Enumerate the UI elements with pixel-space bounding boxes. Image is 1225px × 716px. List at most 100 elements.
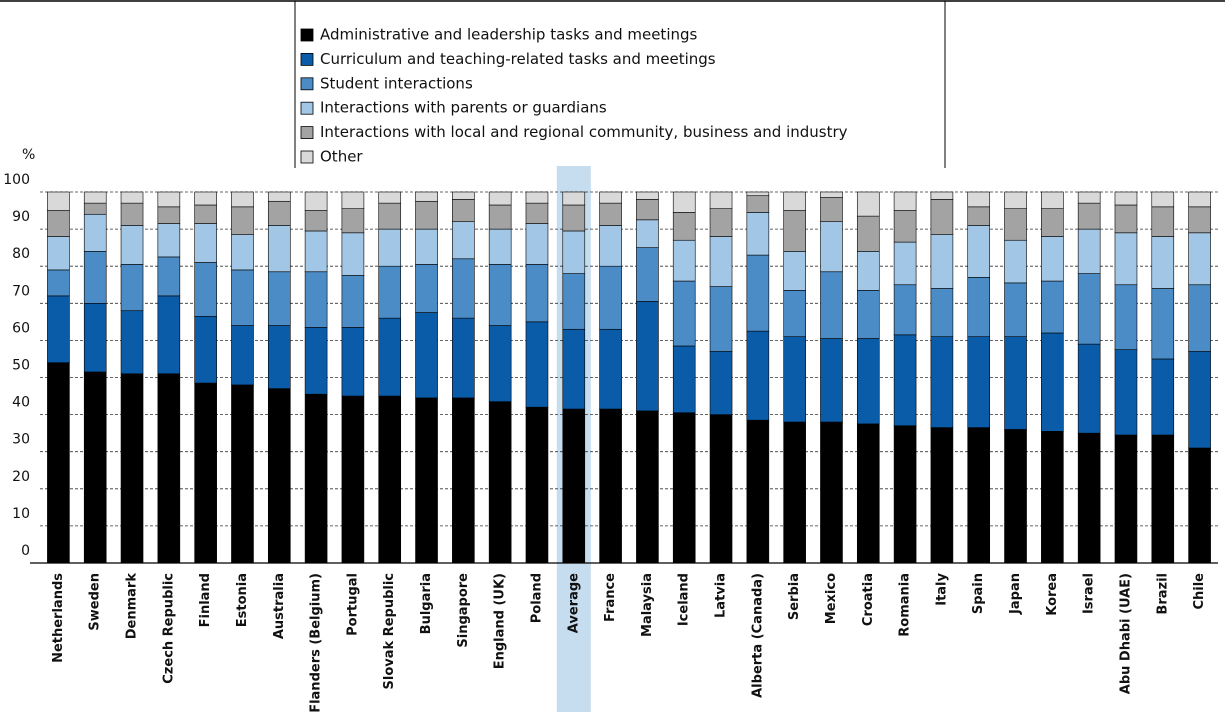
bar-segment (452, 317, 475, 399)
bar-segment (83, 191, 107, 204)
bar-segment (1004, 336, 1027, 430)
bar-segment (1004, 191, 1027, 209)
bar-segment (636, 410, 659, 564)
bar-segment (893, 210, 917, 243)
bar-segment (783, 421, 806, 564)
bar-segment (231, 191, 254, 208)
bar-segment (1041, 236, 1064, 282)
legend-swatch (300, 28, 314, 42)
bar-segment (893, 191, 917, 211)
legend-label: Interactions with parents or guardians (320, 99, 607, 117)
bar-segment (47, 191, 70, 211)
bar-segment (83, 251, 107, 304)
x-tick-label: Korea (1045, 573, 1060, 616)
bar-segment (1077, 432, 1101, 564)
bar-segment (157, 223, 181, 258)
bar-segment (672, 212, 696, 241)
bar-segment (1114, 204, 1138, 234)
x-tick-label: Croatia (861, 573, 876, 626)
x-tick-label: Abu Dhabi (UAE) (1118, 573, 1133, 694)
x-tick-label: Poland (529, 573, 544, 623)
bar-segment (488, 204, 512, 230)
bar-segment (967, 427, 991, 564)
x-tick-label: Denmark (125, 573, 140, 640)
bar-segment (893, 284, 917, 336)
bar-segment (83, 371, 107, 564)
bar-segment (525, 202, 549, 224)
bar-segment (525, 191, 549, 204)
bar-segment (415, 191, 438, 202)
bar-segment (120, 225, 144, 265)
bar-segment (636, 191, 659, 200)
bar-segment (267, 225, 291, 273)
bar-segment (967, 191, 991, 208)
y-tick-label: 80 (12, 246, 30, 262)
bar-segment (820, 191, 843, 198)
bar-segment (967, 336, 991, 428)
bar-segment (1041, 208, 1064, 237)
bar-segment (562, 191, 586, 206)
bar-segment (1151, 288, 1175, 360)
x-tick-label: Israel (1082, 573, 1097, 614)
y-tick-label: 40 (12, 395, 30, 411)
bar-segment (672, 280, 696, 347)
bar-segment (341, 395, 365, 564)
bar-segment (83, 213, 107, 252)
y-tick-label: 20 (12, 469, 30, 485)
bar-segment (820, 421, 843, 564)
bar-segment (930, 191, 954, 200)
bar-segment (1188, 206, 1211, 234)
bar-segment (709, 351, 733, 415)
bar-segment (599, 191, 622, 204)
bar-segment (1188, 284, 1211, 352)
bar-segment (1151, 191, 1175, 208)
bar-segment (856, 290, 880, 339)
bar-segment (709, 286, 733, 352)
bar-segment (488, 191, 512, 206)
bar-segment (1077, 202, 1101, 230)
bar-segment (930, 234, 954, 289)
bar-segment (341, 208, 365, 234)
bar-segment (378, 395, 402, 564)
bar-segment (1114, 349, 1138, 436)
y-tick-label: 70 (12, 283, 30, 299)
bar-segment (341, 232, 365, 276)
bar-segment (1004, 282, 1027, 337)
bar-segment (120, 264, 144, 312)
bar-segment (157, 256, 181, 297)
bar-segment (820, 197, 843, 222)
bar-segment (562, 273, 586, 330)
bar-segment (1077, 191, 1101, 204)
bar-segment (672, 239, 696, 282)
bar-segment (304, 327, 328, 395)
legend-label: Administrative and leadership tasks and … (320, 26, 698, 44)
bar-segment (231, 206, 254, 235)
bar-segment (378, 191, 402, 204)
bar-segment (231, 325, 254, 386)
x-tick-label: England (UK) (493, 573, 508, 669)
bar-segment (231, 234, 254, 271)
bar-segment (488, 228, 512, 265)
x-tick-label: Latvia (714, 573, 729, 618)
bar-segment (267, 388, 291, 564)
bar-segment (709, 236, 733, 287)
bar-segment (746, 195, 770, 213)
bar-segment (562, 230, 586, 274)
bar-segment (1041, 280, 1064, 334)
bar-segment (636, 247, 659, 302)
bar-segment (120, 310, 144, 375)
bar-segment (1004, 208, 1027, 241)
y-tick-label: 10 (12, 506, 30, 522)
bar-segment (415, 228, 438, 265)
bar-segment (157, 295, 181, 375)
y-axis-label: % (22, 147, 35, 163)
bar-segment (599, 225, 622, 267)
bar-segment (562, 408, 586, 564)
bar-segment (1188, 232, 1211, 286)
x-tick-label: Italy (934, 572, 949, 605)
bar-segment (194, 262, 217, 317)
bar-segment (378, 317, 402, 397)
bar-segment (267, 271, 291, 326)
bar-segment (893, 334, 917, 427)
